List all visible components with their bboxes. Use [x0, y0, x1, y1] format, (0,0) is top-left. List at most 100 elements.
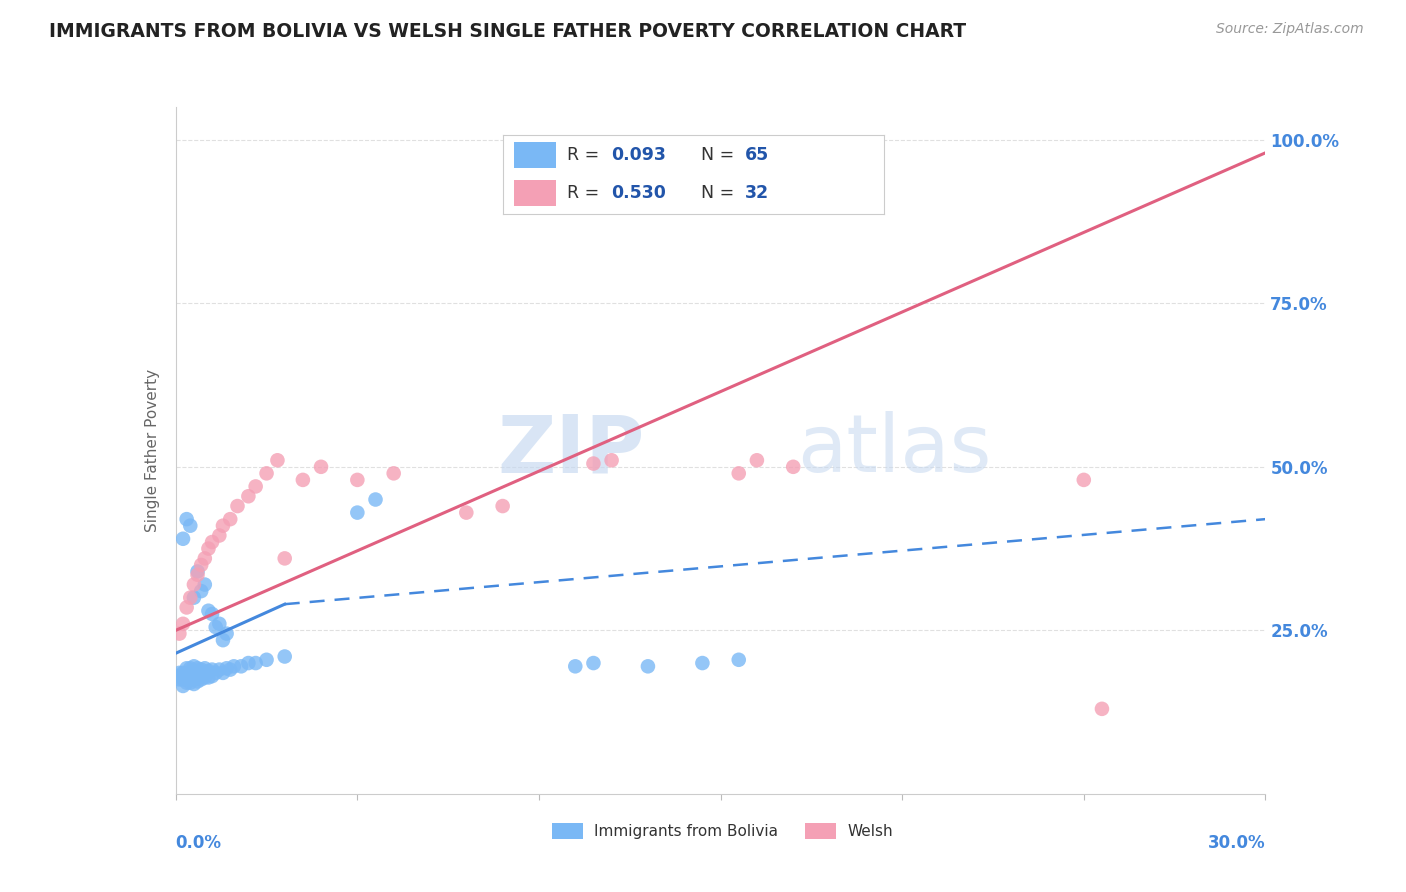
Point — [201, 663, 224, 677]
Point — [364, 492, 387, 507]
Point — [169, 669, 191, 683]
Point — [179, 591, 201, 605]
Point — [172, 673, 194, 687]
Point — [172, 669, 194, 683]
Point — [266, 453, 288, 467]
Point — [194, 665, 217, 680]
Point — [204, 665, 226, 680]
Text: 0.530: 0.530 — [612, 184, 666, 202]
Point — [176, 675, 198, 690]
Point — [256, 653, 278, 667]
Point — [169, 626, 191, 640]
Point — [346, 473, 368, 487]
Point — [183, 577, 205, 591]
Point — [194, 670, 217, 684]
Point — [692, 656, 714, 670]
Point — [197, 670, 219, 684]
Point — [215, 626, 238, 640]
Point — [208, 528, 231, 542]
Point — [169, 665, 191, 680]
Point — [727, 653, 749, 667]
Point — [231, 659, 253, 673]
Point — [238, 656, 260, 670]
Point — [186, 567, 209, 582]
Point — [176, 661, 198, 675]
Point — [183, 659, 205, 673]
Point — [197, 664, 219, 678]
Point — [226, 499, 249, 513]
Point — [176, 600, 198, 615]
Point — [204, 620, 226, 634]
Point — [1091, 702, 1114, 716]
Point — [186, 661, 209, 675]
Point — [208, 616, 231, 631]
Point — [183, 668, 205, 682]
Point — [194, 551, 217, 566]
Text: N =: N = — [702, 146, 740, 164]
Point — [782, 459, 804, 474]
Point — [172, 532, 194, 546]
Point — [219, 512, 242, 526]
Point — [745, 453, 768, 467]
Point — [245, 656, 267, 670]
Point — [194, 577, 217, 591]
Point — [179, 665, 201, 680]
Text: R =: R = — [568, 184, 605, 202]
Point — [176, 512, 198, 526]
Text: Immigrants from Bolivia: Immigrants from Bolivia — [593, 824, 778, 838]
Text: 32: 32 — [745, 184, 769, 202]
Text: N =: N = — [702, 184, 740, 202]
Point — [208, 663, 231, 677]
Point — [201, 607, 224, 621]
Point — [245, 479, 267, 493]
Point — [190, 584, 212, 599]
Point — [183, 673, 205, 687]
Point — [212, 518, 235, 533]
Text: 0.093: 0.093 — [612, 146, 666, 164]
Point — [201, 669, 224, 683]
Point — [274, 649, 297, 664]
Point — [346, 506, 368, 520]
Text: 65: 65 — [745, 146, 769, 164]
Y-axis label: Single Father Poverty: Single Father Poverty — [145, 369, 160, 532]
Point — [1073, 473, 1095, 487]
Point — [197, 541, 219, 556]
Point — [212, 633, 235, 648]
Text: IMMIGRANTS FROM BOLIVIA VS WELSH SINGLE FATHER POVERTY CORRELATION CHART: IMMIGRANTS FROM BOLIVIA VS WELSH SINGLE … — [49, 22, 966, 41]
Point — [582, 457, 605, 471]
Point — [169, 673, 191, 687]
Point — [582, 656, 605, 670]
Point — [186, 665, 209, 680]
Point — [179, 675, 201, 690]
Point — [190, 668, 212, 682]
Point — [637, 659, 659, 673]
Point — [492, 499, 515, 513]
Point — [238, 489, 260, 503]
Text: Source: ZipAtlas.com: Source: ZipAtlas.com — [1216, 22, 1364, 37]
Point — [183, 677, 205, 691]
Point — [197, 604, 219, 618]
Text: 0.0%: 0.0% — [176, 834, 222, 852]
Point — [222, 659, 245, 673]
Point — [201, 535, 224, 549]
Point — [190, 663, 212, 677]
Point — [190, 558, 212, 572]
Point — [194, 661, 217, 675]
Text: atlas: atlas — [797, 411, 991, 490]
Point — [172, 616, 194, 631]
Point — [186, 565, 209, 579]
Text: 30.0%: 30.0% — [1208, 834, 1265, 852]
Point — [176, 670, 198, 684]
Point — [309, 459, 332, 474]
Point — [727, 467, 749, 481]
Point — [186, 670, 209, 684]
Point — [215, 661, 238, 675]
Point — [564, 659, 586, 673]
Bar — [515, 143, 555, 168]
Text: Welsh: Welsh — [846, 824, 893, 838]
Point — [186, 674, 209, 689]
Point — [382, 467, 405, 481]
Point — [291, 473, 314, 487]
Point — [183, 664, 205, 678]
Point — [176, 665, 198, 680]
